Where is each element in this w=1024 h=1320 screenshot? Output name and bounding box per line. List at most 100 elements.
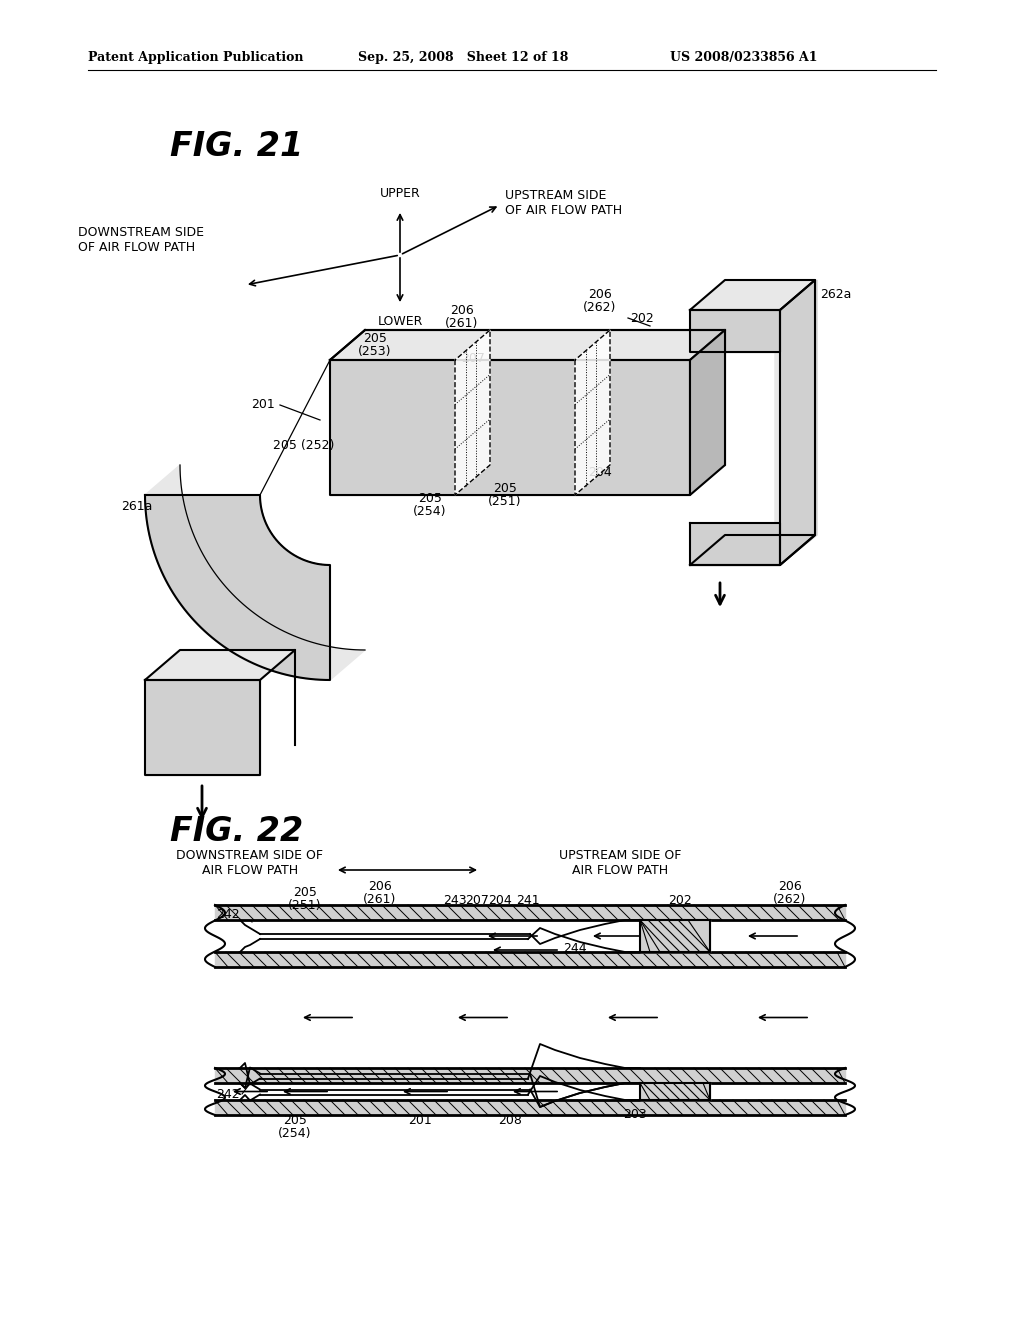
Text: 241: 241 (516, 894, 540, 907)
Text: 205 (252): 205 (252) (272, 438, 334, 451)
Polygon shape (305, 648, 345, 678)
Polygon shape (178, 572, 216, 606)
Text: 202: 202 (668, 894, 692, 907)
Polygon shape (258, 635, 298, 668)
Polygon shape (690, 310, 780, 352)
Polygon shape (231, 622, 271, 655)
Polygon shape (162, 541, 199, 576)
Text: 204: 204 (588, 466, 611, 479)
Polygon shape (145, 470, 180, 504)
Polygon shape (146, 490, 182, 524)
Polygon shape (176, 568, 214, 602)
Polygon shape (145, 475, 180, 510)
Polygon shape (272, 640, 311, 672)
Polygon shape (262, 638, 302, 669)
Text: (251): (251) (488, 495, 522, 508)
Polygon shape (690, 535, 815, 565)
Polygon shape (151, 510, 186, 544)
Polygon shape (223, 616, 263, 649)
Text: 205: 205 (364, 331, 387, 345)
Polygon shape (690, 280, 815, 310)
Text: 208: 208 (498, 1114, 522, 1126)
Polygon shape (330, 330, 725, 360)
Polygon shape (455, 330, 490, 495)
Text: 203: 203 (624, 1109, 647, 1122)
Text: DOWNSTREAM SIDE OF
AIR FLOW PATH: DOWNSTREAM SIDE OF AIR FLOW PATH (176, 849, 324, 876)
Text: 262a: 262a (820, 289, 851, 301)
Text: (251): (251) (288, 899, 322, 912)
Polygon shape (321, 649, 360, 680)
Text: 261a: 261a (121, 500, 152, 513)
Polygon shape (216, 611, 255, 644)
Text: DOWNSTREAM SIDE
OF AIR FLOW PATH: DOWNSTREAM SIDE OF AIR FLOW PATH (78, 226, 204, 253)
Polygon shape (310, 649, 350, 680)
Polygon shape (215, 906, 845, 920)
Polygon shape (330, 360, 690, 495)
Polygon shape (195, 590, 232, 624)
Text: UPSTREAM SIDE OF
AIR FLOW PATH: UPSTREAM SIDE OF AIR FLOW PATH (559, 849, 681, 876)
Polygon shape (254, 634, 293, 665)
Polygon shape (168, 554, 206, 589)
Text: (261): (261) (364, 892, 396, 906)
Text: 242: 242 (216, 908, 240, 921)
Polygon shape (315, 649, 355, 680)
Text: 242: 242 (216, 1088, 240, 1101)
Text: Patent Application Publication: Patent Application Publication (88, 51, 303, 65)
Text: 206: 206 (451, 304, 474, 317)
Polygon shape (690, 330, 725, 495)
Polygon shape (282, 643, 322, 675)
Text: UPSTREAM SIDE
OF AIR FLOW PATH: UPSTREAM SIDE OF AIR FLOW PATH (505, 189, 623, 216)
Polygon shape (145, 465, 180, 500)
Polygon shape (286, 644, 326, 676)
Polygon shape (158, 532, 195, 566)
Polygon shape (249, 631, 289, 664)
Polygon shape (296, 647, 336, 677)
Polygon shape (152, 513, 187, 548)
Text: US 2008/0233856 A1: US 2008/0233856 A1 (670, 51, 817, 65)
Polygon shape (205, 601, 243, 634)
Polygon shape (267, 639, 307, 671)
Polygon shape (245, 630, 284, 661)
Text: (253): (253) (358, 346, 392, 359)
Polygon shape (241, 627, 280, 659)
Text: FIG. 22: FIG. 22 (170, 814, 303, 847)
Polygon shape (640, 920, 710, 952)
Polygon shape (173, 564, 211, 597)
Text: UPPER: UPPER (380, 187, 421, 201)
Text: Sep. 25, 2008   Sheet 12 of 18: Sep. 25, 2008 Sheet 12 of 18 (358, 51, 568, 65)
Polygon shape (201, 598, 240, 631)
Polygon shape (145, 680, 260, 775)
Polygon shape (187, 583, 225, 616)
Polygon shape (164, 546, 201, 581)
Text: 206: 206 (368, 879, 392, 892)
Polygon shape (301, 648, 340, 678)
Polygon shape (184, 579, 222, 612)
Text: 207: 207 (461, 351, 485, 364)
Polygon shape (190, 587, 229, 620)
Text: (254): (254) (414, 506, 446, 519)
Polygon shape (153, 519, 189, 553)
Text: 204: 204 (488, 894, 512, 907)
Polygon shape (155, 523, 190, 558)
Text: 243: 243 (443, 894, 467, 907)
Text: 202: 202 (630, 312, 653, 325)
Polygon shape (237, 624, 275, 657)
Text: LOWER: LOWER (377, 315, 423, 327)
Text: 201: 201 (409, 1114, 432, 1126)
Polygon shape (150, 504, 185, 539)
Polygon shape (780, 280, 817, 565)
Polygon shape (640, 1082, 710, 1100)
Polygon shape (171, 558, 208, 593)
Text: FIG. 21: FIG. 21 (170, 129, 303, 162)
Text: (261): (261) (445, 317, 478, 330)
Polygon shape (198, 594, 236, 627)
Text: 205: 205 (418, 491, 442, 504)
Polygon shape (775, 280, 815, 565)
Polygon shape (145, 479, 181, 515)
Polygon shape (325, 649, 365, 680)
Polygon shape (146, 484, 181, 520)
Polygon shape (148, 499, 184, 535)
Polygon shape (145, 495, 330, 680)
Text: 206: 206 (778, 879, 802, 892)
Text: 207: 207 (465, 894, 488, 907)
